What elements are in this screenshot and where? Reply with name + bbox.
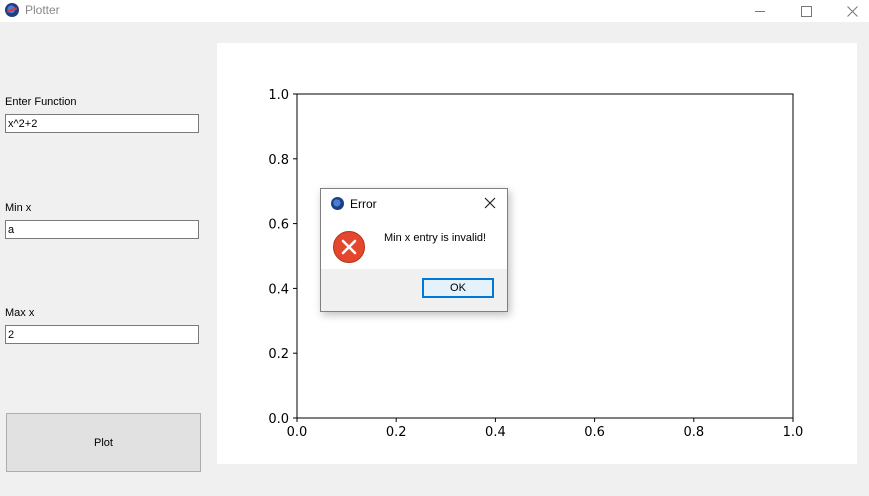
dialog-close-button[interactable] xyxy=(481,194,499,212)
y-tick-label: 0.8 xyxy=(268,153,289,168)
x-tick-label: 0.0 xyxy=(287,425,308,440)
close-icon xyxy=(846,5,858,17)
x-tick-label: 0.8 xyxy=(683,425,704,440)
ok-button-label: OK xyxy=(450,282,466,294)
min-x-input[interactable]: a xyxy=(5,220,199,239)
plot-button-label: Plot xyxy=(94,436,113,449)
error-dialog: Error Min x entry is invalid! OK xyxy=(320,188,508,312)
plot-canvas: 0.0 0.2 0.4 0.6 0.8 1.0 0.0 0.2 0.4 0.6 0.8 1.0 xyxy=(217,43,857,464)
plot-button[interactable]: Plot xyxy=(6,413,201,472)
window-title: Plotter xyxy=(25,3,60,17)
chart: 0.0 0.2 0.4 0.6 0.8 1.0 0.0 0.2 0.4 0.6 0.8 1.0 xyxy=(268,88,804,440)
x-tick-label: 0.6 xyxy=(584,425,605,440)
y-tick-label: 0.0 xyxy=(268,412,289,427)
title-bar: Plotter xyxy=(0,0,869,22)
y-tick-label: 0.4 xyxy=(268,282,289,297)
max-x-input[interactable]: 2 xyxy=(5,325,199,344)
close-icon xyxy=(484,197,496,209)
close-button[interactable] xyxy=(829,0,869,22)
x-tick-label: 0.2 xyxy=(386,425,407,440)
minimize-icon xyxy=(755,10,765,12)
y-tick-label: 0.6 xyxy=(268,218,289,233)
min-x-label: Min x xyxy=(5,202,32,214)
maximize-button[interactable] xyxy=(783,0,829,22)
x-tick-label: 1.0 xyxy=(783,425,804,440)
error-icon xyxy=(333,231,365,263)
app-logo-icon xyxy=(331,197,344,210)
y-tick-label: 0.2 xyxy=(268,347,289,362)
function-input[interactable]: x^2+2 xyxy=(5,114,199,133)
dialog-message: Min x entry is invalid! xyxy=(384,232,487,244)
maximize-icon xyxy=(800,5,812,17)
max-x-label: Max x xyxy=(5,307,35,319)
function-label: Enter Function xyxy=(5,96,77,108)
x-tick-label: 0.4 xyxy=(485,425,506,440)
app-logo-icon xyxy=(5,3,19,17)
minimize-button[interactable] xyxy=(737,0,783,22)
ok-button[interactable]: OK xyxy=(422,278,494,298)
dialog-title: Error xyxy=(350,197,377,211)
dialog-footer: OK xyxy=(321,269,507,311)
y-tick-label: 1.0 xyxy=(268,88,289,103)
